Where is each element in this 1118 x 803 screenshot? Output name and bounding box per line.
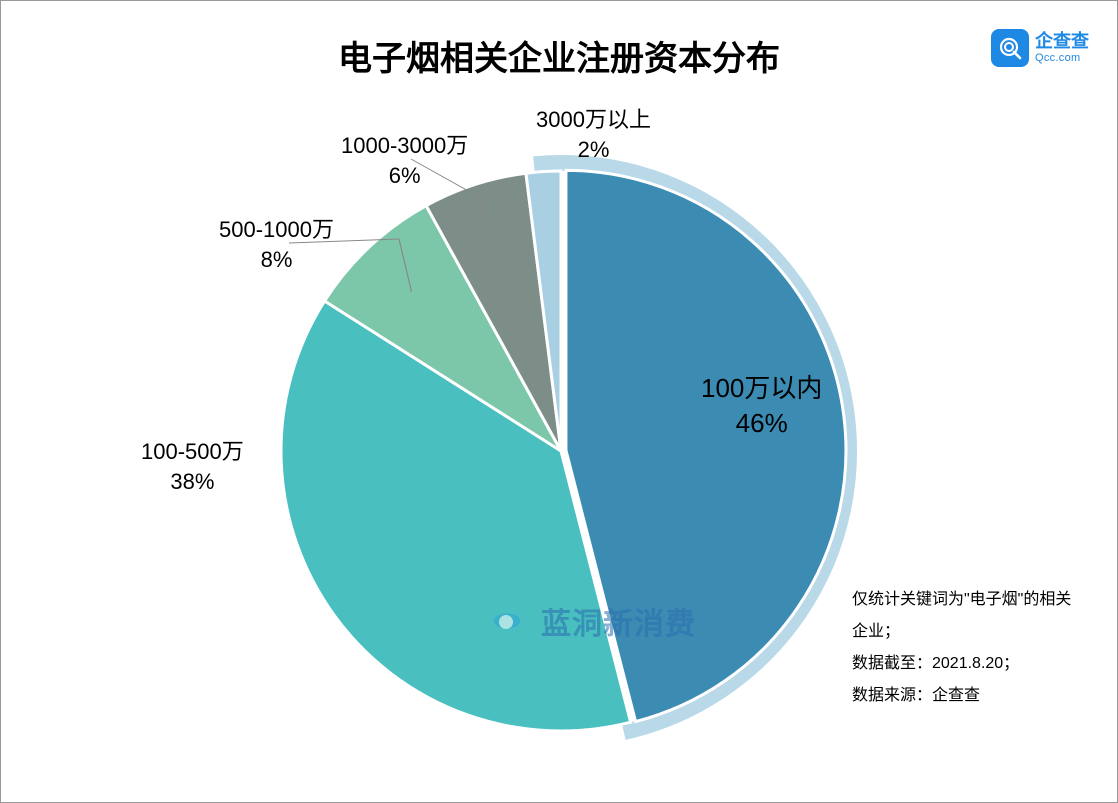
slice-label: 100万以内46% xyxy=(701,371,822,441)
watermark: 蓝洞新消费 xyxy=(481,599,696,643)
slice-label: 100-500万 38% xyxy=(141,437,244,496)
slice-label-name: 100-500万 xyxy=(141,439,244,464)
data-source-note: 仅统计关键词为"电子烟"的相关企业；数据截至：2021.8.20；数据来源：企查… xyxy=(852,584,1082,712)
slice-label-name: 500-1000万 xyxy=(219,217,334,242)
note-line: 仅统计关键词为"电子烟"的相关企业； xyxy=(852,584,1082,648)
slice-label: 500-1000万 8% xyxy=(219,215,334,274)
slice-label-percent: 38% xyxy=(141,467,244,497)
slice-label: 1000-3000万 6% xyxy=(341,131,468,190)
watermark-text: 蓝洞新消费 xyxy=(541,599,696,643)
slice-label-percent: 8% xyxy=(219,245,334,275)
chart-container: 电子烟相关企业注册资本分布 企查查 Qcc.com 100万以内46%100-5… xyxy=(0,0,1118,803)
slice-label-name: 100万以内 xyxy=(701,373,822,403)
slice-label: 3000万以上 2% xyxy=(536,105,651,164)
slice-label-percent: 6% xyxy=(341,161,468,191)
watermark-eye-icon xyxy=(481,606,533,636)
slice-label-name: 1000-3000万 xyxy=(341,133,468,158)
slice-label-percent: 2% xyxy=(536,135,651,165)
note-line: 数据来源：企查查 xyxy=(852,680,1082,712)
note-line: 数据截至：2021.8.20； xyxy=(852,648,1082,680)
slice-label-percent: 46% xyxy=(701,406,822,441)
slice-label-name: 3000万以上 xyxy=(536,107,651,132)
